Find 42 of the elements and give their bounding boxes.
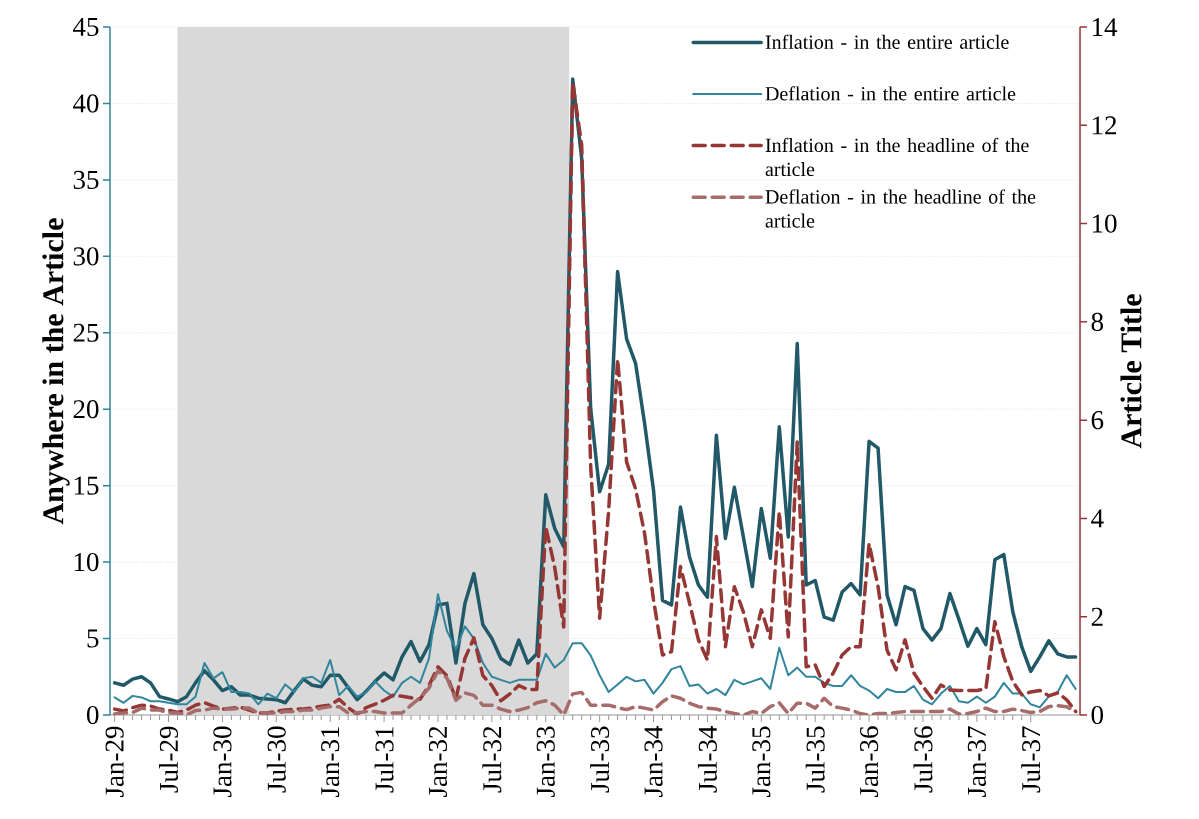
y2-tick-label: 14	[1092, 18, 1118, 36]
y-tick-label: 20	[73, 400, 99, 419]
x-tick-label: Jul-33	[590, 726, 610, 793]
x-tick-label: Jan-30	[213, 726, 232, 797]
y2-tick-label: 12	[1092, 116, 1117, 135]
y2-tick-label: 6	[1091, 411, 1104, 430]
y2-tick-label: 0	[1091, 705, 1104, 725]
x-tick-label: Jan-32	[428, 727, 448, 797]
y2-tick-label: 10	[1092, 214, 1117, 233]
y-tick-label: 30	[73, 247, 99, 266]
x-tick-label: Jul-30	[266, 726, 286, 793]
y-tick-label: 25	[73, 323, 99, 342]
legend-label: Inflation - in the entire article	[765, 34, 1009, 49]
y-tick-label: 40	[73, 94, 99, 113]
y2-axis-title: Article Title	[1120, 294, 1142, 449]
y-tick-label: 10	[74, 553, 99, 572]
x-tick-label: Jul-34	[697, 725, 717, 793]
x-tick-label: Jan-29	[105, 726, 124, 797]
legend-label: Inflation - in the headline of the article	[765, 137, 1029, 177]
y-tick-label: 15	[74, 476, 99, 495]
y2-tick-label: 4	[1091, 509, 1104, 528]
x-tick-label: Jul-31	[374, 727, 394, 793]
y-tick-label: 0	[87, 705, 99, 725]
legend-label: Deflation - in the headline of the article	[765, 189, 1036, 228]
y-axis-title: Anywhere in the Article	[42, 218, 70, 525]
y-tick-label: 35	[73, 170, 99, 189]
x-tick-label: Jan-34	[644, 725, 663, 797]
x-tick-label: Jul-29	[159, 726, 179, 793]
x-tick-label: Jan-36	[860, 726, 879, 797]
x-tick-label: Jan-31	[321, 727, 340, 797]
y2-tick-label: 8	[1091, 312, 1104, 331]
x-tick-label: Jan-33	[536, 726, 555, 797]
x-tick-label: Jul-36	[913, 726, 933, 793]
x-tick-label: Jan-35	[752, 726, 771, 797]
x-tick-label: Jan-37	[967, 726, 986, 797]
y2-tick-label: 2	[1091, 607, 1103, 626]
x-tick-label: Jul-35	[805, 726, 825, 793]
x-tick-label: Jul-32	[482, 727, 502, 793]
legend-label: Deflation - in the entire article	[765, 86, 1016, 101]
y-tick-label: 5	[87, 629, 99, 648]
x-tick-label: Jul-37	[1021, 726, 1041, 793]
y-tick-label: 45	[73, 17, 99, 37]
